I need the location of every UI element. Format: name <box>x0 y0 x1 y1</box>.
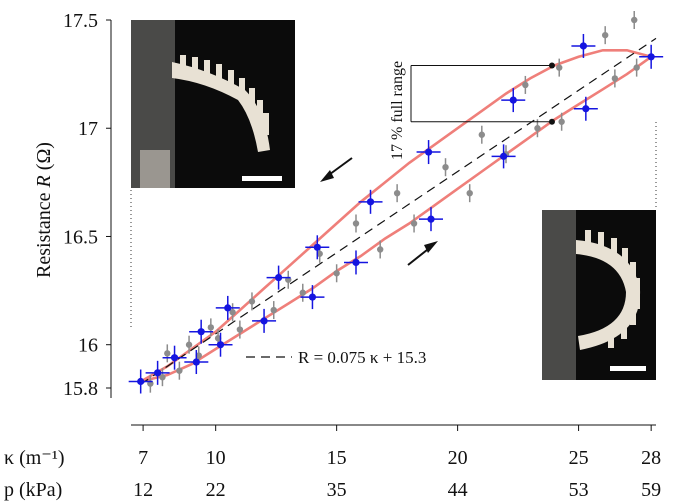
pressure-tick-label: 22 <box>206 479 226 501</box>
gray-data-point <box>299 289 306 296</box>
gray-data-point <box>270 306 277 314</box>
y-axis-label: Resistance R (Ω) <box>33 142 55 278</box>
gray-data-point <box>352 220 360 227</box>
gray-data-point <box>159 373 166 381</box>
x-ticks: 7 12 10 22 15 35 20 44 25 53 28 59 <box>133 425 661 501</box>
gray-data-point <box>534 125 541 132</box>
pressure-tick-label: 12 <box>133 479 153 501</box>
range-annotation: 17 % full range <box>389 61 406 160</box>
pressure-tick-label: 53 <box>569 479 589 501</box>
kappa-tick-label: 25 <box>569 447 589 469</box>
blue-data-point <box>216 341 225 349</box>
gray-data-point <box>207 324 215 331</box>
y-tick-label: 15.8 <box>63 378 98 400</box>
y-tick-label: 17.5 <box>63 10 98 32</box>
linear-fit-line <box>140 37 657 385</box>
gray-data-point <box>611 75 619 82</box>
fit-equation-legend: R = 0.075 κ + 15.3 <box>246 348 426 367</box>
gray-data-point <box>176 367 183 374</box>
gray-data-point <box>185 341 193 348</box>
gray-data-point <box>393 189 401 197</box>
gray-data-point <box>522 81 529 89</box>
arrow-unloading <box>320 157 353 182</box>
y-tick-label: 16.5 <box>63 226 98 248</box>
kappa-tick-label: 20 <box>448 447 468 469</box>
gray-data-point <box>248 298 256 305</box>
blue-data-point <box>366 198 375 206</box>
y-ticks: 17.5 17 16.5 16 15.8 <box>63 10 111 400</box>
pressure-tick-label: 44 <box>448 479 468 501</box>
blue-data-point <box>579 42 588 50</box>
gray-data-point <box>558 118 565 125</box>
blue-data-point <box>647 53 655 61</box>
gray-data-point <box>316 250 323 257</box>
blue-data-point <box>427 215 435 223</box>
arrow-loading <box>407 241 438 266</box>
blue-data-point <box>260 317 268 325</box>
plot-area <box>128 11 664 394</box>
gray-data-point <box>164 350 171 357</box>
pressure-tick-label: 59 <box>641 479 661 501</box>
range-marker-lower <box>548 118 555 125</box>
gray-data-point <box>195 352 202 359</box>
blue-data-point <box>197 328 205 336</box>
gray-data-point <box>214 335 222 342</box>
gray-data-point <box>442 164 449 171</box>
gray-data-point <box>601 31 609 39</box>
blue-data-point <box>170 354 179 362</box>
kappa-tick-label: 15 <box>327 447 347 469</box>
blue-data-point <box>424 148 433 156</box>
gray-data-point <box>556 64 563 71</box>
blue-data-point <box>224 304 232 312</box>
hysteresis-curve <box>140 49 652 383</box>
blue-data-point <box>509 96 517 104</box>
hysteresis-curve <box>140 55 652 383</box>
gray-data-point <box>633 64 640 71</box>
blue-data-point <box>192 358 200 366</box>
gray-data-point <box>410 220 418 227</box>
gray-data-point <box>229 309 236 316</box>
kappa-axis-label: κ (m⁻¹) <box>4 447 65 469</box>
y-tick-label: 17 <box>78 118 98 140</box>
gray-data-point <box>631 16 638 24</box>
pressure-tick-label: 35 <box>327 479 347 501</box>
blue-data-point <box>137 377 145 386</box>
gray-data-point <box>333 270 340 277</box>
blue-data-point <box>499 152 508 160</box>
blue-data-point <box>154 369 162 377</box>
gray-data-point <box>376 246 384 253</box>
kappa-tick-label: 7 <box>138 447 148 469</box>
gray-data-point <box>236 326 244 333</box>
kappa-tick-label: 28 <box>641 447 661 469</box>
pressure-axis-label: p (kPa) <box>4 479 62 501</box>
blue-data-point <box>274 274 283 282</box>
photo-inset-bent <box>131 20 295 188</box>
photo-inset-curled <box>542 210 656 380</box>
blue-data-point <box>313 243 321 251</box>
blue-data-point <box>308 293 317 301</box>
range-marker-upper <box>548 62 555 69</box>
fit-equation-text: R = 0.075 κ + 15.3 <box>298 348 426 367</box>
blue-data-point <box>352 258 360 267</box>
blue-data-point <box>582 105 590 113</box>
gray-data-point <box>478 131 486 138</box>
y-tick-label: 16 <box>78 335 98 357</box>
gray-data-point <box>466 189 473 197</box>
kappa-tick-label: 10 <box>206 447 226 469</box>
